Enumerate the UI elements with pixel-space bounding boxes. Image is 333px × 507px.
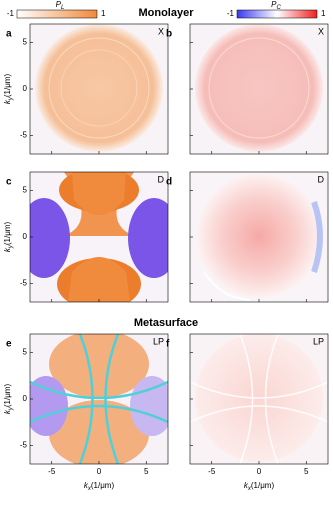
- colorbar: PC -1 1: [227, 0, 326, 19]
- panel-letter: c: [6, 177, 12, 188]
- axis-subscript: x: [87, 486, 92, 492]
- panel-tag: D: [158, 174, 165, 184]
- axis-label: ky(1/μm): [3, 222, 13, 253]
- panel: [189, 23, 329, 155]
- y-tick-label: 5: [23, 38, 28, 47]
- panel-tag: LP: [313, 336, 324, 346]
- panel: [189, 333, 329, 465]
- y-tick-label: -5: [20, 131, 28, 140]
- axis-subscript: y: [8, 96, 14, 101]
- axis-symbol: k: [3, 247, 12, 252]
- panel-tag: D: [318, 174, 325, 184]
- axis-unit: (1/μm): [251, 481, 275, 490]
- axis-label: kx(1/μm): [244, 481, 275, 491]
- colorbar-ramp: [236, 9, 318, 19]
- axis-unit: (1/μm): [3, 384, 12, 408]
- x-tick-label: -5: [48, 467, 56, 476]
- axis-unit: (1/μm): [3, 222, 12, 246]
- section-title: Monolayer: [138, 7, 194, 19]
- x-tick-label: -5: [208, 467, 216, 476]
- colorbar-min: -1: [227, 9, 235, 18]
- x-tick-label: 0: [257, 467, 262, 476]
- y-tick-label: -5: [20, 279, 28, 288]
- panel-tag: X: [158, 26, 164, 36]
- y-tick-label: 5: [23, 186, 28, 195]
- panel: [29, 333, 169, 465]
- panel-letter: f: [166, 339, 170, 350]
- x-tick-label: 0: [97, 467, 102, 476]
- axis-subscript: y: [8, 406, 14, 411]
- axis-label: kx(1/μm): [84, 481, 115, 491]
- panel-letter: d: [166, 177, 172, 188]
- axis-unit: (1/μm): [91, 481, 115, 490]
- panel-letter: e: [6, 339, 12, 350]
- axis-subscript: x: [247, 486, 252, 492]
- colorbar-max: 1: [101, 9, 106, 18]
- y-tick-label: 0: [23, 84, 28, 93]
- axis-symbol: k: [3, 409, 12, 414]
- panel: [29, 171, 169, 303]
- y-tick-label: 5: [23, 348, 28, 357]
- panel-letter: a: [6, 29, 12, 40]
- axis-label: ky(1/μm): [3, 74, 13, 105]
- axis-symbol: k: [3, 99, 12, 104]
- panel-letter: b: [166, 29, 172, 40]
- axis-symbol: k: [244, 481, 249, 490]
- y-tick-label: -5: [20, 441, 28, 450]
- panel: [29, 23, 169, 155]
- colorbar-label: PL: [56, 0, 65, 10]
- panel-tag: LP: [153, 336, 164, 346]
- colorbar-label: PC: [271, 0, 281, 10]
- colorbar-min: -1: [7, 9, 15, 18]
- axis-symbol: k: [84, 481, 89, 490]
- colorbar-ramp: [16, 9, 98, 19]
- y-tick-label: 0: [23, 232, 28, 241]
- panel-tag: X: [318, 26, 324, 36]
- x-tick-label: 5: [304, 467, 309, 476]
- colorbar: PL -1 1: [7, 0, 106, 19]
- colorbar-max: 1: [321, 9, 326, 18]
- y-tick-label: 0: [23, 394, 28, 403]
- section-title: Metasurface: [134, 317, 198, 329]
- panel: [189, 171, 329, 303]
- axis-unit: (1/μm): [3, 74, 12, 98]
- axis-subscript: y: [8, 244, 14, 249]
- axis-label: ky(1/μm): [3, 384, 13, 415]
- x-tick-label: 5: [144, 467, 149, 476]
